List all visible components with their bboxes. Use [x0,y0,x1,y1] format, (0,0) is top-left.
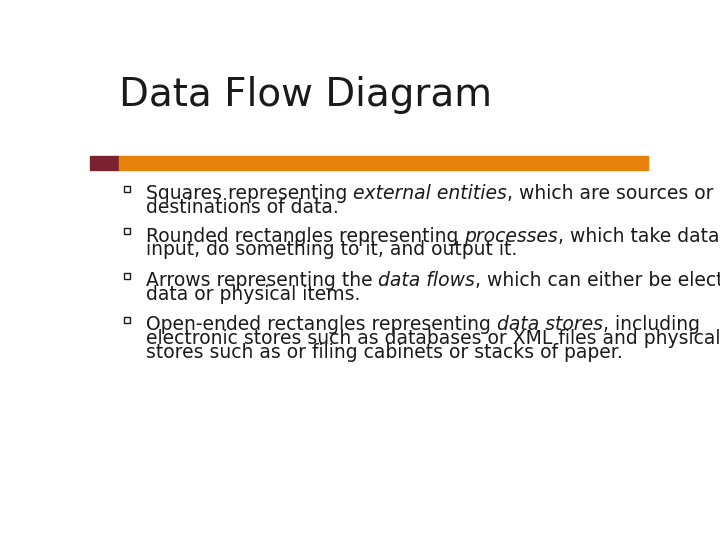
Bar [120,156,648,170]
Text: processes: processes [464,226,558,246]
Text: , which take data as: , which take data as [558,226,720,246]
Text: electronic stores such as databases or XML files and physical: electronic stores such as databases or X… [145,329,720,348]
Text: , including: , including [603,315,700,334]
Text: , which can either be electronic: , which can either be electronic [475,271,720,290]
Text: , which are sources or: , which are sources or [507,184,714,203]
Text: stores such as or filing cabinets or stacks of paper.: stores such as or filing cabinets or sta… [145,343,623,362]
Text: input, do something to it, and output it.: input, do something to it, and output it… [145,240,517,259]
Bar [90,156,120,170]
Bar [124,228,130,234]
Text: Arrows representing the: Arrows representing the [145,271,379,290]
Text: destinations of data.: destinations of data. [145,198,338,217]
Text: data flows: data flows [379,271,475,290]
Text: Squares representing: Squares representing [145,184,354,203]
Text: external entities: external entities [354,184,507,203]
Text: data stores: data stores [497,315,603,334]
Bar [124,316,130,323]
Text: Rounded rectangles representing: Rounded rectangles representing [145,226,464,246]
Bar [124,273,130,279]
Text: Open-ended rectangles representing: Open-ended rectangles representing [145,315,497,334]
Bar [124,186,130,192]
Text: Data Flow Diagram: Data Flow Diagram [120,76,492,114]
Text: data or physical items.: data or physical items. [145,285,360,304]
